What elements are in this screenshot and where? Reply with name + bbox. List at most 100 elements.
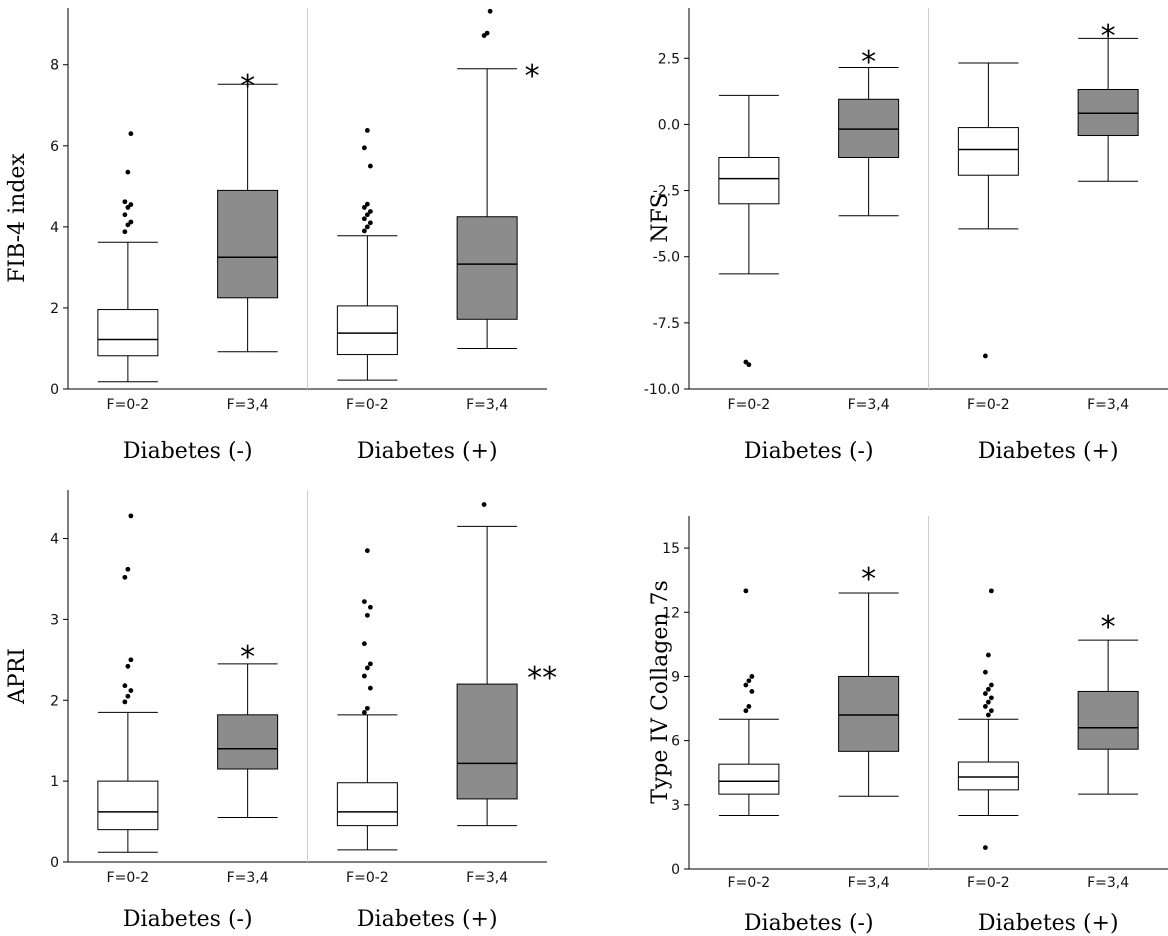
outlier-point xyxy=(743,708,749,714)
y-tick-label: 8 xyxy=(50,58,59,74)
outlier-point xyxy=(746,678,752,684)
significance-star: * xyxy=(240,640,255,675)
outlier-point xyxy=(746,704,752,709)
x-tick-label: F=3,4 xyxy=(1087,397,1129,413)
outlier-point xyxy=(125,222,131,228)
x-tick-label: F=3,4 xyxy=(466,870,508,886)
outlier-point xyxy=(361,216,367,222)
outlier-point xyxy=(122,574,128,580)
outlier-point xyxy=(367,661,373,667)
box-iqr xyxy=(336,305,398,356)
outlier-point xyxy=(361,641,367,647)
y-tick-label: 0.0 xyxy=(658,117,680,133)
outlier-point xyxy=(367,163,373,169)
y-axis-label: Type IV Collagen 7s xyxy=(648,580,673,804)
box-iqr xyxy=(456,683,518,800)
box-iqr xyxy=(336,782,398,827)
outlier-point xyxy=(982,691,988,696)
outlier-point xyxy=(985,652,991,658)
group-label: Diabetes (-) xyxy=(744,439,874,464)
y-tick-label: 3 xyxy=(671,798,680,814)
group-label: Diabetes (+) xyxy=(978,439,1119,464)
group-label: Diabetes (-) xyxy=(123,907,253,932)
x-tick-label: F=3,4 xyxy=(227,870,269,886)
outlier-point xyxy=(743,682,749,688)
group-label: Diabetes (-) xyxy=(123,439,253,464)
y-tick-label: 15 xyxy=(662,541,680,557)
y-tick-label: 12 xyxy=(662,605,680,621)
outlier-point xyxy=(487,8,493,14)
significance-star: * xyxy=(1101,19,1116,54)
y-tick-label: -2.5 xyxy=(653,184,680,200)
box-iqr xyxy=(456,216,518,320)
outlier-point xyxy=(125,169,131,175)
y-axis-label: NFS xyxy=(648,193,673,243)
x-tick-label: F=0-2 xyxy=(346,870,389,886)
outlier-point xyxy=(988,695,994,701)
outlier-point xyxy=(364,224,370,230)
significance-star: * xyxy=(861,45,876,80)
outlier-point xyxy=(988,588,994,594)
box-iqr xyxy=(718,763,780,795)
outlier-point xyxy=(982,704,988,709)
outlier-point xyxy=(125,693,131,699)
outlier-point xyxy=(367,220,373,226)
x-tick-label: F=0-2 xyxy=(728,397,771,413)
y-tick-label: 2.5 xyxy=(658,51,680,67)
x-tick-label: F=3,4 xyxy=(466,397,508,413)
box-iqr xyxy=(97,780,159,831)
outlier-point xyxy=(125,663,131,669)
y-tick-label: -10.0 xyxy=(644,382,680,398)
x-tick-label: F=3,4 xyxy=(848,397,890,413)
outlier-point xyxy=(364,128,370,133)
x-tick-label: F=3,4 xyxy=(227,397,269,413)
y-tick-label: 1 xyxy=(50,774,59,790)
outlier-point xyxy=(125,566,131,572)
outlier-point xyxy=(364,212,370,218)
box-iqr xyxy=(957,761,1019,791)
x-tick-label: F=0-2 xyxy=(107,870,150,886)
significance-star: * xyxy=(525,59,540,94)
outlier-point xyxy=(988,682,994,688)
outlier-point xyxy=(982,353,988,359)
outlier-point xyxy=(122,229,128,235)
y-tick-label: -5.0 xyxy=(653,250,680,266)
y-tick-label: 6 xyxy=(671,734,680,750)
outlier-point xyxy=(122,199,128,205)
outlier-point xyxy=(743,588,749,594)
y-tick-label: 6 xyxy=(50,139,59,155)
outlier-point xyxy=(128,688,134,693)
outlier-point xyxy=(361,599,367,604)
outlier-point xyxy=(361,709,367,715)
box-iqr xyxy=(718,156,780,205)
outlier-point xyxy=(367,209,373,214)
y-tick-label: 2 xyxy=(50,301,59,317)
x-tick-label: F=3,4 xyxy=(1087,875,1129,891)
outlier-point xyxy=(364,665,370,671)
y-axis-label: FIB-4 index xyxy=(5,153,30,283)
outlier-point xyxy=(128,219,134,225)
outlier-point xyxy=(361,228,367,234)
outlier-point xyxy=(128,202,134,207)
outlier-point xyxy=(125,205,131,210)
x-tick-label: F=0-2 xyxy=(728,875,771,891)
outlier-point xyxy=(128,513,134,519)
outlier-point xyxy=(367,685,373,691)
y-tick-label: 0 xyxy=(671,862,680,878)
outlier-point xyxy=(364,548,370,554)
box-iqr xyxy=(217,714,279,770)
y-tick-label: 2 xyxy=(50,693,59,709)
outlier-point xyxy=(985,686,991,692)
outlier-point xyxy=(364,705,370,711)
outlier-point xyxy=(982,669,988,675)
outlier-point xyxy=(361,205,367,210)
box-iqr xyxy=(97,309,159,357)
outlier-point xyxy=(128,131,134,137)
box-iqr xyxy=(1077,88,1139,137)
y-tick-label: 0 xyxy=(50,382,59,398)
x-tick-label: F=0-2 xyxy=(967,397,1010,413)
outlier-point xyxy=(122,683,128,689)
outlier-point xyxy=(361,145,367,151)
outlier-point xyxy=(749,689,755,694)
